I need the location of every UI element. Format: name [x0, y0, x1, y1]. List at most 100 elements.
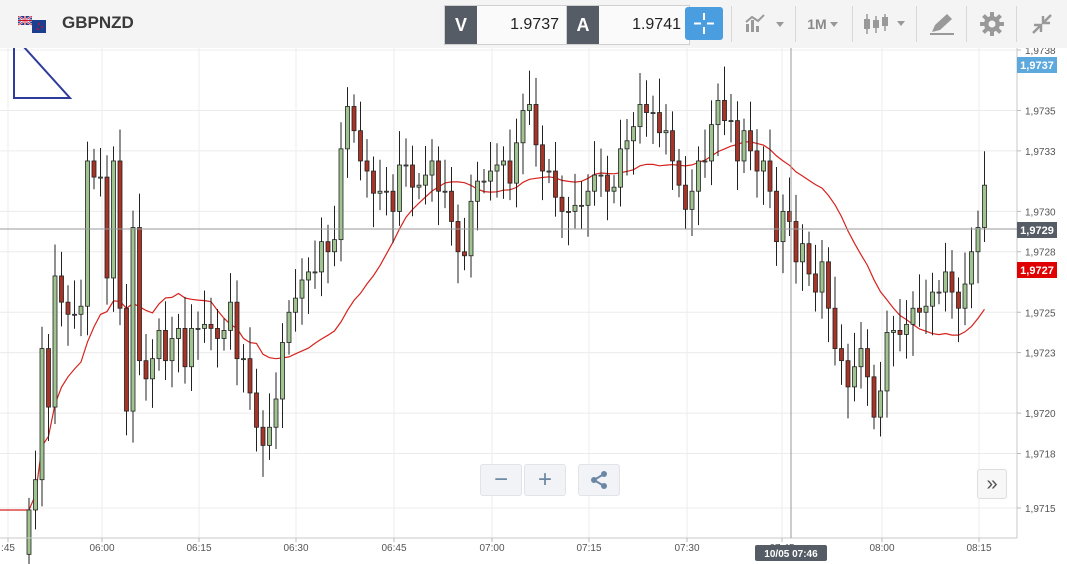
- candle-body: [182, 327, 188, 368]
- candle-body: [871, 376, 877, 418]
- candle-body: [722, 100, 727, 122]
- collapse-button[interactable]: [1024, 7, 1060, 41]
- separator: [916, 6, 917, 42]
- candle-body: [137, 227, 142, 362]
- candle-body: [429, 160, 435, 176]
- price-tick-label: 1,9720: [1025, 409, 1056, 420]
- candle-body: [546, 170, 552, 173]
- candle-body: [806, 243, 812, 275]
- scroll-to-end-button[interactable]: »: [977, 469, 1007, 499]
- time-tick-label: 08:15: [966, 543, 991, 554]
- candle-body: [826, 261, 831, 309]
- candle-body: [130, 227, 136, 412]
- collapse-icon: [1032, 14, 1052, 34]
- instrument-symbol[interactable]: GBPNZD: [62, 13, 134, 32]
- candle-body: [228, 301, 233, 331]
- candle-body: [377, 190, 383, 194]
- candle-body: [540, 144, 545, 172]
- candle-body: [865, 348, 870, 378]
- candle-body: [306, 271, 311, 281]
- candle-body: [26, 509, 32, 555]
- candle-body: [410, 164, 415, 188]
- candle-body: [897, 330, 903, 335]
- drawing-tools-button[interactable]: [924, 7, 960, 41]
- chart-type-button[interactable]: [740, 7, 790, 41]
- candle-body: [533, 104, 539, 146]
- crosshair-button[interactable]: [685, 7, 723, 40]
- share-button[interactable]: [578, 464, 620, 496]
- candle-body: [260, 426, 266, 446]
- candle-body: [891, 330, 896, 333]
- candle-body: [442, 190, 448, 193]
- price-chart[interactable]: 1,9715 1,9718 1,9720 1,9723 1,9725 1,9728 1,97…: [0, 48, 1067, 564]
- candle-body: [969, 251, 974, 285]
- separator: [966, 6, 967, 42]
- timeframe-label: 1M: [807, 16, 827, 32]
- candle-body: [364, 160, 370, 172]
- buy-price-button[interactable]: A 1.9741: [566, 5, 690, 45]
- settings-button[interactable]: [974, 7, 1010, 41]
- candle-body: [507, 160, 513, 184]
- candle-body: [748, 130, 753, 152]
- candle-body: [813, 273, 818, 293]
- time-tick-label: 06:00: [89, 543, 114, 554]
- crosshair-price-tag: [1017, 222, 1057, 238]
- candle-body: [163, 330, 168, 362]
- candle-body: [273, 398, 279, 428]
- candle-body: [943, 271, 948, 293]
- candle-body: [709, 124, 714, 162]
- candle-body: [735, 120, 740, 162]
- price-tick-label: 1,9728: [1025, 248, 1056, 259]
- candle-body: [332, 239, 337, 253]
- candle-body: [143, 360, 149, 380]
- time-tick-label: 08:00: [869, 543, 894, 554]
- candle-body: [150, 358, 155, 380]
- candle-body: [247, 358, 253, 394]
- candle-body: [878, 390, 883, 418]
- buy-price: 1.9741: [632, 16, 681, 33]
- candle-body: [650, 112, 656, 114]
- candle-body: [91, 160, 97, 178]
- candle-body: [559, 196, 565, 212]
- candle-body: [156, 330, 162, 360]
- candle-body: [46, 348, 51, 408]
- zoom-in-button[interactable]: +: [524, 464, 566, 496]
- triangle-drawing[interactable]: [13, 48, 73, 99]
- sell-price-button[interactable]: V 1.9737: [444, 5, 568, 45]
- chevron-down-icon: [829, 22, 838, 27]
- buy-label: A: [567, 6, 599, 44]
- candle-body: [39, 348, 45, 481]
- chart-grid: [0, 48, 1017, 538]
- crosshair-price-text: 1,9729: [1020, 225, 1054, 237]
- candle-style-button[interactable]: [858, 7, 912, 41]
- price-tick-label: 1,9738: [1025, 48, 1056, 57]
- candle-body: [845, 360, 851, 388]
- candle-body: [624, 140, 630, 150]
- price-tick-label: 1,9718: [1025, 449, 1056, 460]
- candle-body: [618, 148, 623, 188]
- candle-body: [111, 160, 116, 279]
- candle-body: [416, 184, 422, 188]
- candle-body: [800, 243, 805, 263]
- candle-body: [715, 100, 721, 126]
- timeframe-button[interactable]: 1M: [800, 7, 848, 41]
- candle-body: [481, 180, 487, 183]
- candle-body: [884, 332, 890, 392]
- price-tick-label: 1,9733: [1025, 147, 1056, 158]
- candle-body: [696, 160, 701, 192]
- candles-layer: [26, 66, 987, 564]
- candle-body: [754, 150, 760, 172]
- candle-body: [221, 330, 227, 339]
- candle-body: [917, 307, 922, 313]
- separator: [795, 6, 796, 42]
- candle-body: [312, 271, 318, 274]
- crosshair-icon: [694, 13, 714, 34]
- candle-body: [676, 160, 682, 186]
- zoom-out-button[interactable]: −: [480, 464, 522, 496]
- candle-body: [904, 323, 909, 335]
- gear-icon: [980, 12, 1004, 36]
- candle-body: [72, 313, 77, 316]
- marker-price-text: 1,9727: [1020, 265, 1054, 277]
- time-tick-label: 07:15: [576, 543, 601, 554]
- time-tick-label: :45: [1, 543, 15, 554]
